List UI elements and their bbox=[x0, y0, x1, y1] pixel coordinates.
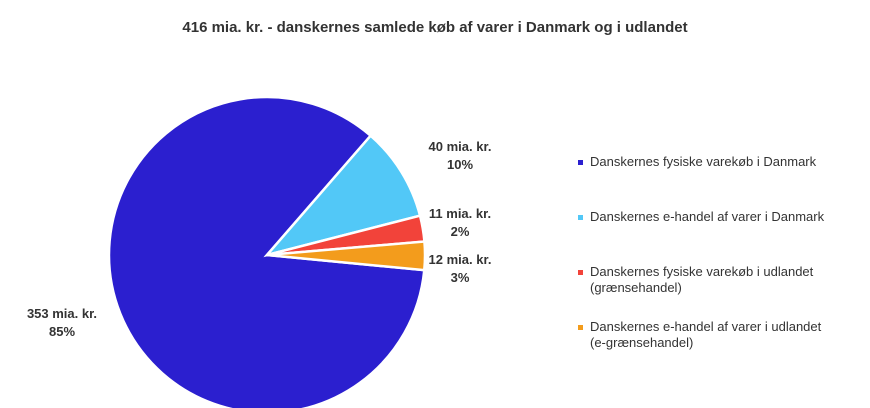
pie-slice bbox=[107, 95, 426, 408]
data-label: 11 mia. kr. 2% bbox=[429, 206, 491, 239]
legend-swatch bbox=[578, 160, 583, 165]
legend-swatch bbox=[578, 270, 583, 275]
data-label: 12 mia. kr. 3% bbox=[429, 252, 492, 285]
legend-entry: Danskernes e-handel af varer i udlandet … bbox=[578, 319, 830, 351]
value-label: 353 mia. kr. bbox=[27, 306, 97, 321]
chart-title: 416 mia. kr. - danskernes samlede køb af… bbox=[182, 19, 687, 36]
legend-swatch bbox=[578, 325, 583, 330]
percent-label: 3% bbox=[451, 270, 470, 285]
legend-label: Danskernes fysiske varekøb i udlandet (g… bbox=[590, 264, 814, 295]
pie-slice bbox=[266, 240, 427, 272]
legend-swatch bbox=[578, 215, 583, 220]
legend-label: Danskernes e-handel af varer i udlandet … bbox=[590, 319, 822, 350]
legend-entry: Danskernes fysiske varekøb i Danmark bbox=[578, 154, 830, 170]
legend-entry: Danskernes e-handel af varer i Danmark bbox=[578, 209, 830, 225]
legend-label: Danskernes e-handel af varer i Danmark bbox=[590, 209, 825, 224]
legend-entry: Danskernes fysiske varekøb i udlandet (g… bbox=[578, 264, 830, 296]
data-label: 353 mia. kr. 85% bbox=[27, 306, 97, 339]
value-label: 40 mia. kr. bbox=[429, 139, 492, 154]
value-label: 12 mia. kr. bbox=[429, 252, 492, 267]
percent-label: 10% bbox=[447, 157, 473, 172]
data-label: 40 mia. kr. 10% bbox=[429, 139, 492, 172]
legend-label: Danskernes fysiske varekøb i Danmark bbox=[590, 154, 817, 169]
percent-label: 2% bbox=[451, 224, 470, 239]
value-label: 11 mia. kr. bbox=[429, 206, 491, 221]
percent-label: 85% bbox=[49, 324, 75, 339]
